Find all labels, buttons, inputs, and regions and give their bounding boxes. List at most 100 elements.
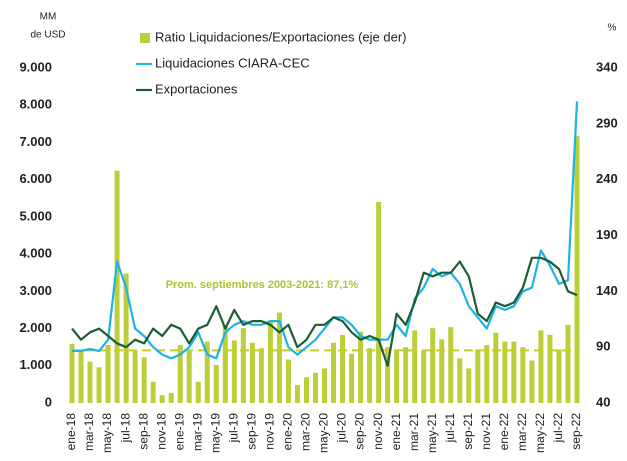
bar — [448, 327, 454, 403]
legend-label: Liquidaciones CIARA-CEC — [155, 55, 310, 70]
x-tick-label: may-20 — [317, 413, 331, 453]
annotation: Prom. septiembres 2003-2021: 87,1% — [166, 279, 359, 291]
y-tick-label: 1.000 — [19, 357, 52, 372]
x-tick-label: ene-22 — [497, 413, 511, 451]
x-tick-label: sep-22 — [569, 413, 583, 450]
bar — [78, 349, 84, 403]
line — [71, 256, 578, 367]
bar — [322, 368, 327, 403]
bar — [195, 381, 201, 403]
x-tick-label: jul-21 — [443, 413, 457, 444]
bar — [114, 170, 120, 403]
x-tick-label: mar-21 — [407, 413, 421, 451]
x-tick-label: jul-20 — [335, 413, 349, 444]
bar — [249, 342, 255, 403]
bar — [457, 358, 463, 403]
x-tick-label: sep-21 — [461, 413, 475, 450]
bar — [511, 341, 517, 403]
bar — [538, 330, 544, 403]
bar — [493, 332, 499, 403]
y2-unit: % — [608, 23, 617, 34]
bar — [69, 343, 75, 403]
bar — [412, 330, 418, 403]
x-tick-label: sep-19 — [245, 413, 259, 450]
x-tick-label: nov-21 — [479, 413, 493, 450]
bar — [376, 202, 382, 403]
bar — [240, 328, 246, 403]
x-tick-label: ene-18 — [64, 413, 78, 451]
y2-tick-label: 140 — [596, 283, 618, 298]
x-tick-label: may-18 — [100, 413, 114, 453]
x-tick-label: jul-22 — [551, 413, 565, 444]
y2-tick-label: 190 — [596, 227, 618, 242]
y-tick-label: 4.000 — [19, 246, 52, 261]
bar — [331, 342, 337, 403]
bar — [421, 350, 427, 403]
y2-tick-label: 290 — [596, 115, 618, 130]
bar — [294, 385, 300, 403]
x-tick-label: nov-20 — [371, 413, 385, 450]
bar — [484, 344, 490, 403]
bar — [303, 377, 309, 403]
x-tick-label: sep-20 — [353, 413, 367, 450]
bar — [213, 365, 219, 403]
legend-label: Exportaciones — [155, 81, 238, 96]
y-tick-label: 3.000 — [19, 283, 52, 298]
bar — [159, 395, 165, 403]
y-tick-label: 5.000 — [19, 208, 52, 223]
x-tick-label: may-21 — [425, 413, 439, 453]
y2-tick-label: 340 — [596, 59, 618, 74]
y-unit: MM — [40, 12, 57, 23]
x-tick-label: ene-19 — [172, 413, 186, 451]
bar — [177, 344, 183, 403]
bar — [168, 392, 174, 403]
bar — [96, 367, 102, 403]
bar — [475, 349, 481, 403]
x-tick-label: mar-18 — [82, 413, 96, 451]
bar — [358, 331, 364, 403]
x-tick-label: jul-18 — [118, 413, 132, 444]
x-tick-label: nov-18 — [154, 413, 168, 450]
bar — [367, 348, 373, 403]
bar — [186, 350, 192, 403]
y-tick-label: 9.000 — [19, 59, 52, 74]
x-tick-label: ene-20 — [281, 413, 295, 451]
bar — [529, 360, 535, 403]
bar — [439, 339, 445, 403]
x-tick-label: nov-19 — [263, 413, 277, 450]
y-tick-label: 6.000 — [19, 171, 52, 186]
bar — [222, 324, 228, 403]
x-tick-label: mar-22 — [515, 413, 529, 451]
x-tick-label: mar-19 — [190, 413, 204, 451]
bar — [349, 353, 355, 403]
bar — [276, 312, 282, 403]
y-unit: de USD — [30, 30, 65, 41]
bar — [141, 357, 147, 403]
x-tick-label: mar-20 — [299, 413, 313, 451]
bar — [312, 372, 318, 403]
bar — [547, 334, 553, 403]
bar — [403, 347, 409, 403]
bar — [466, 368, 472, 403]
y-tick-label: 7.000 — [19, 134, 52, 149]
x-tick-label: sep-18 — [136, 413, 150, 450]
bar — [520, 347, 526, 403]
bar — [132, 350, 138, 403]
y-tick-label: 8.000 — [19, 97, 52, 112]
y2-tick-label: 90 — [596, 339, 610, 354]
bar — [87, 361, 93, 403]
bar — [204, 341, 210, 403]
bar — [340, 334, 346, 403]
bar — [394, 350, 400, 403]
bar — [123, 273, 129, 403]
legend-swatch — [140, 33, 150, 43]
x-tick-label: may-19 — [208, 413, 222, 453]
y2-tick-label: 240 — [596, 171, 618, 186]
bar — [502, 341, 508, 403]
bar — [574, 136, 580, 403]
legend-label: Ratio Liquidaciones/Exportaciones (eje d… — [155, 29, 406, 44]
bar — [285, 359, 291, 403]
bar — [556, 349, 562, 403]
bar — [430, 328, 436, 403]
bar — [258, 348, 264, 403]
